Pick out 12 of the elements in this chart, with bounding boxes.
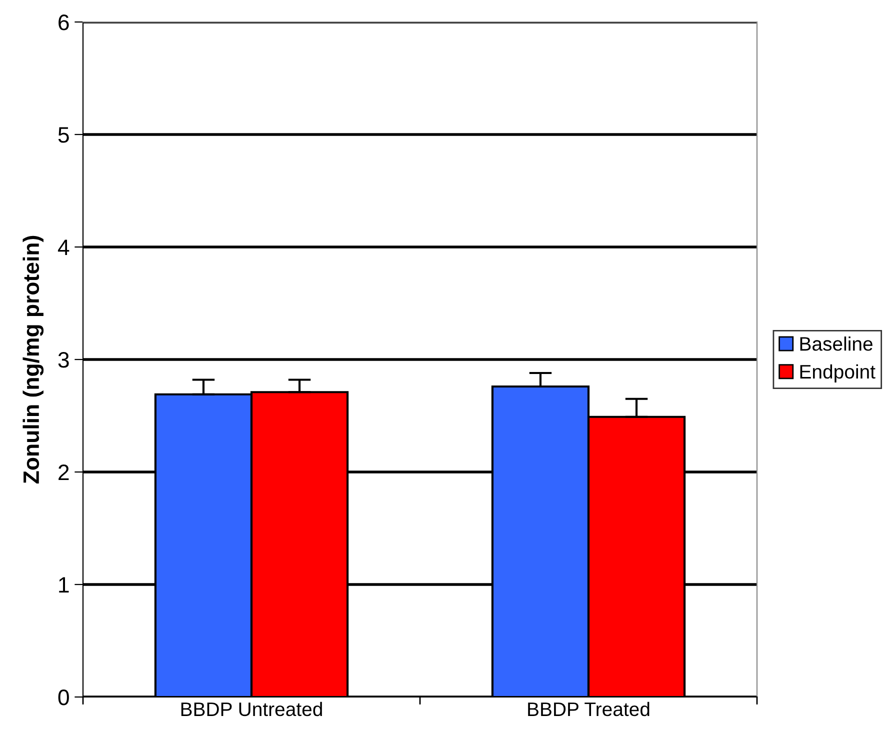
y-tick-label: 2 (58, 464, 69, 480)
y-tick-label: 6 (58, 14, 69, 30)
x-tick-label: BBDP Treated (528, 702, 650, 716)
y-tick-label: 1 (59, 577, 69, 593)
legend-label: Baseline (800, 336, 872, 351)
y-tick-label: 3 (58, 352, 69, 368)
y-tick-label: 4 (58, 240, 70, 256)
legend-label: Endpoint (800, 364, 876, 382)
y-tick-label: 5 (58, 127, 69, 143)
x-tick-label: BBDP Untreated (181, 702, 322, 716)
y-axis-title: Zonulin (ng/mg protein) (22, 236, 44, 484)
y-tick-label: 0 (58, 690, 69, 706)
